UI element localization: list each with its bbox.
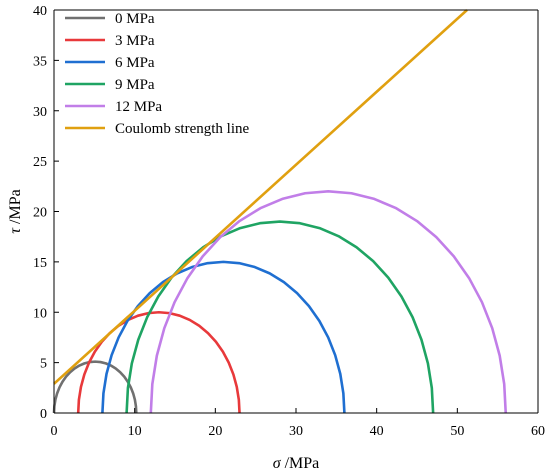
- legend-label: 0 MPa: [115, 11, 155, 27]
- x-tick-label: 50: [450, 424, 464, 439]
- x-tick-label: 40: [370, 424, 384, 439]
- y-tick-label: 35: [33, 54, 47, 69]
- y-axis-symbol: τ: [7, 227, 24, 234]
- y-tick-label: 40: [33, 4, 47, 19]
- mohr-circle-series: [125, 220, 435, 414]
- curves: [52, 9, 508, 414]
- x-tick-label: 30: [289, 424, 303, 439]
- legend-label: 6 MPa: [115, 55, 155, 71]
- y-tick-label: 25: [33, 155, 47, 170]
- y-axis-title: τ /MPa: [7, 189, 24, 233]
- x-tick-label: 0: [51, 424, 58, 439]
- legend-label: 3 MPa: [115, 33, 155, 49]
- x-axis-symbol: σ: [273, 455, 282, 472]
- y-tick-label: 30: [33, 105, 47, 120]
- ticks: 0 10 20 30 40 50 60 0 5 10 15 20 25 30 35 40: [33, 4, 545, 439]
- x-axis-unit: /MPa: [281, 455, 320, 472]
- legend-label: 9 MPa: [115, 77, 155, 93]
- y-tick-label: 20: [33, 206, 47, 221]
- x-tick-label: 10: [128, 424, 142, 439]
- x-axis-title: σ /MPa: [273, 455, 320, 472]
- legend-label: Coulomb strength line: [115, 121, 250, 137]
- y-tick-label: 5: [40, 357, 47, 372]
- x-tick-label: 20: [208, 424, 222, 439]
- y-axis-unit: /MPa: [7, 189, 24, 228]
- x-tick-label: 60: [531, 424, 545, 439]
- coulomb-strength-line: [53, 9, 468, 385]
- mohr-circle-series: [52, 360, 138, 414]
- mohr-circle-series: [101, 260, 346, 414]
- mohr-circle-series: [149, 190, 508, 414]
- mohr-circle-series: [76, 310, 241, 414]
- y-tick-label: 0: [40, 407, 47, 422]
- legend: 0 MPa 3 MPa 6 MPa 9 MPa 12 MPa Coulomb streng…: [65, 11, 250, 137]
- y-tick-label: 15: [33, 256, 47, 271]
- y-tick-label: 10: [33, 306, 47, 321]
- legend-label: 12 MPa: [115, 99, 162, 115]
